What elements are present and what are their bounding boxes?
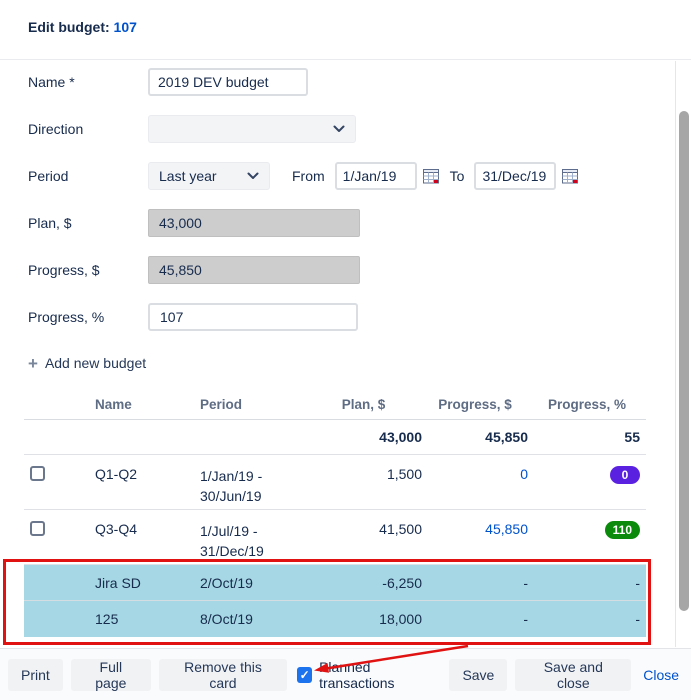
transaction-period: 2/Oct/19 — [200, 574, 253, 591]
col-header-name: Name — [95, 396, 132, 412]
checkmark-icon: ✓ — [299, 667, 310, 682]
planned-transactions-checkbox[interactable]: ✓ — [297, 666, 313, 683]
progress-badge: 110 — [604, 521, 640, 539]
transaction-row: 125 8/Oct/19 18,000 - - — [24, 601, 646, 637]
row-name: Q1-Q2 — [95, 466, 138, 482]
row-period-line2: 30/Jun/19 — [200, 488, 262, 504]
totals-progress-percent: 55 — [624, 429, 640, 445]
totals-progress-amount: 45,850 — [485, 429, 528, 445]
full-page-button[interactable]: Full page — [70, 658, 151, 691]
name-input[interactable] — [148, 68, 308, 96]
from-calendar-icon[interactable] — [422, 168, 440, 184]
row-name: Q3-Q4 — [95, 521, 138, 537]
planned-transactions-label: Planned transactions — [319, 658, 395, 691]
name-label: Name * — [28, 74, 75, 90]
transaction-name: Jira SD — [95, 574, 141, 591]
to-label: To — [449, 168, 465, 184]
table-header-row: Name Period Plan, $ Progress, $ Progress… — [24, 389, 646, 420]
progress-percent-label: Progress, % — [28, 309, 105, 325]
table-totals-row: 43,000 45,850 55 — [24, 420, 646, 455]
table-row-q1-q2: Q1-Q2 1/Jan/19 - 30/Jun/19 1,500 0 0 — [24, 455, 646, 510]
chevron-down-icon — [247, 172, 259, 179]
transaction-plan: 18,000 — [379, 611, 422, 627]
plan-input — [148, 209, 360, 237]
name-row: Name * — [28, 68, 691, 96]
save-button[interactable]: Save — [449, 658, 508, 691]
table-row-q3-q4: Q3-Q4 1/Jul/19 - 31/Dec/19 41,500 45,850… — [24, 510, 646, 565]
progress-percent-input[interactable] — [148, 303, 358, 331]
scrollbar-thumb[interactable] — [679, 111, 689, 611]
direction-row: Direction — [28, 115, 691, 143]
chevron-down-icon — [333, 125, 345, 132]
add-new-budget-link[interactable]: + Add new budget — [28, 353, 178, 373]
from-label: From — [292, 168, 325, 184]
col-header-progress-amount: Progress, $ — [438, 396, 512, 412]
period-row: Period Last year From — [28, 162, 691, 190]
col-header-period: Period — [200, 396, 243, 412]
progress-amount-input — [148, 256, 360, 284]
progress-amount-label: Progress, $ — [28, 262, 100, 278]
progress-amount-row: Progress, $ — [28, 256, 691, 284]
transaction-progress-amount: - — [523, 574, 528, 591]
close-link[interactable]: Close — [639, 667, 683, 683]
col-header-progress-percent: Progress, % — [547, 396, 627, 412]
row-period-line1: 1/Jul/19 - — [200, 523, 258, 539]
row-plan: 1,500 — [386, 466, 422, 482]
dialog-footer: Print Full page Remove this card ✓ Plann… — [0, 648, 691, 700]
save-and-close-button[interactable]: Save and close — [515, 658, 632, 691]
transaction-progress-percent: - — [635, 574, 640, 591]
direction-label: Direction — [28, 121, 84, 137]
transaction-progress-amount: - — [523, 611, 528, 627]
plan-row: Plan, $ — [28, 209, 691, 237]
direction-select[interactable] — [148, 115, 356, 143]
row-period-line1: 1/Jan/19 - — [200, 468, 263, 484]
print-button[interactable]: Print — [8, 658, 63, 691]
transaction-period: 8/Oct/19 — [200, 611, 253, 627]
row-checkbox[interactable] — [30, 466, 45, 481]
plan-label: Plan, $ — [28, 215, 72, 231]
transaction-plan: -6,250 — [382, 574, 422, 591]
period-select-value: Last year — [159, 168, 217, 184]
transaction-name: 125 — [95, 611, 119, 627]
row-checkbox[interactable] — [30, 521, 45, 536]
to-date-input[interactable] — [474, 162, 557, 190]
totals-plan: 43,000 — [379, 429, 422, 445]
add-new-budget-label: Add new budget — [44, 355, 147, 371]
plus-icon: + — [28, 353, 38, 373]
dialog-title: Edit budget: — [28, 19, 110, 35]
budget-table: Name Period Plan, $ Progress, $ Progress… — [24, 389, 646, 637]
from-date-input[interactable] — [334, 162, 417, 190]
period-select[interactable]: Last year — [148, 162, 270, 190]
row-progress-amount-link[interactable]: 0 — [520, 466, 528, 482]
progress-badge: 0 — [610, 466, 640, 484]
transaction-progress-percent: - — [635, 611, 640, 627]
remove-card-button[interactable]: Remove this card — [158, 658, 288, 691]
transaction-row: Jira SD 2/Oct/19 -6,250 - - — [24, 565, 646, 601]
row-plan: 41,500 — [379, 521, 422, 537]
to-calendar-icon[interactable] — [562, 168, 579, 184]
progress-percent-row: Progress, % — [28, 303, 691, 331]
vertical-scrollbar[interactable] — [675, 61, 691, 647]
row-period-line2: 31/Dec/19 — [200, 543, 264, 559]
col-header-plan: Plan, $ — [341, 396, 386, 412]
dialog-title-value: 107 — [113, 19, 137, 35]
dialog-header: Edit budget: 107 — [0, 0, 691, 60]
period-label: Period — [28, 168, 69, 184]
dialog-content: Name * Direction Period Last year From — [0, 60, 691, 648]
row-progress-amount-link[interactable]: 45,850 — [485, 521, 528, 537]
planned-transactions-group: ✓ Planned transactions — [297, 659, 441, 691]
